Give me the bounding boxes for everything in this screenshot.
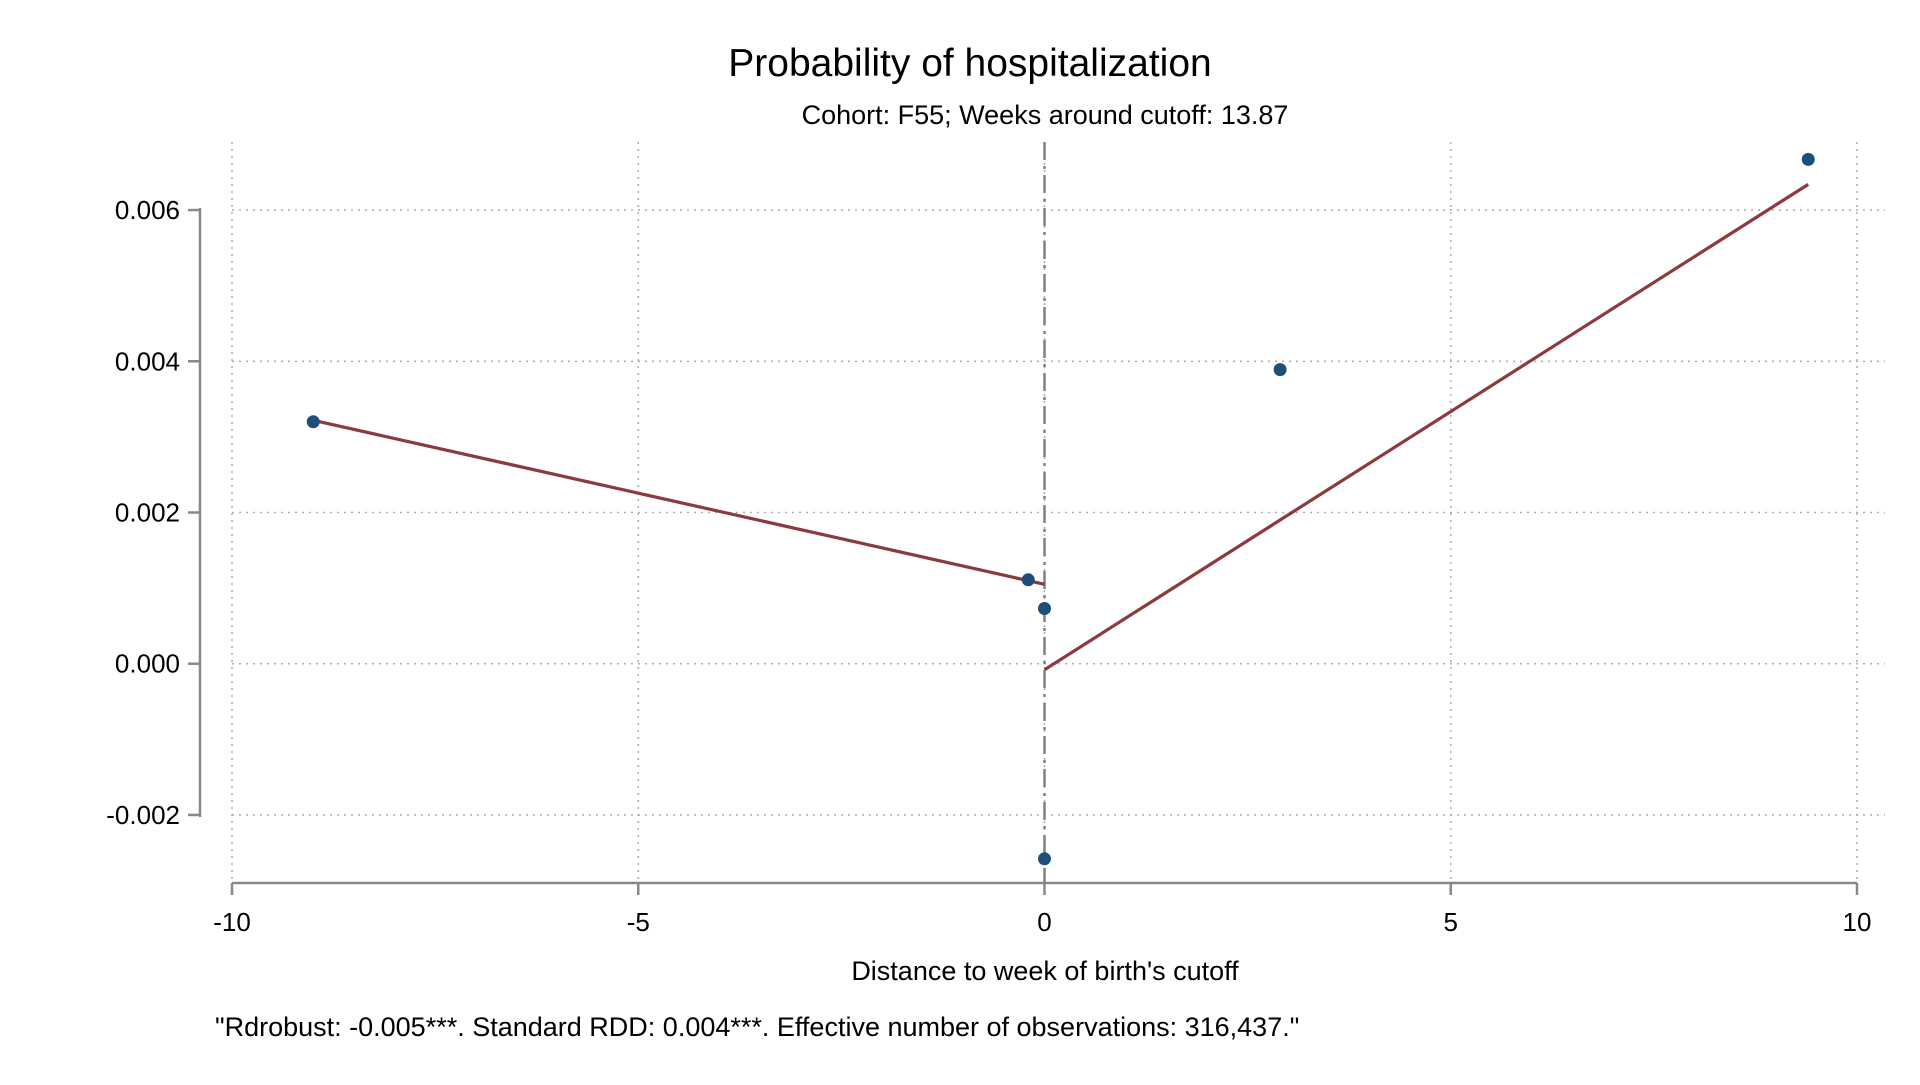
y-tick-label: 0.002 bbox=[115, 498, 180, 528]
y-tick-label: 0.000 bbox=[115, 649, 180, 679]
x-tick-label: 0 bbox=[1037, 907, 1051, 937]
x-tick-label: -5 bbox=[627, 907, 650, 937]
y-tick-label: 0.004 bbox=[115, 346, 180, 376]
fit-line bbox=[1043, 182, 1810, 672]
chart-title: Probability of hospitalization bbox=[728, 42, 1211, 85]
data-point bbox=[1273, 363, 1287, 377]
data-point bbox=[1021, 573, 1035, 587]
chart-subtitle: Cohort: F55; Weeks around cutoff: 13.87 bbox=[802, 100, 1289, 130]
x-tick-label: 10 bbox=[1843, 907, 1872, 937]
point-layer bbox=[306, 152, 1815, 866]
data-point bbox=[1801, 152, 1815, 166]
tick-layer: -0.002 0.000 0.002 0.004 0.006 -10 -5 0 5 10 bbox=[106, 195, 1871, 937]
chart-note: "Rdrobust: -0.005***. Standard RDD: 0.00… bbox=[215, 1012, 1299, 1042]
data-point bbox=[1038, 602, 1051, 616]
fit-line bbox=[312, 418, 1045, 586]
data-point bbox=[306, 415, 320, 429]
x-tick-label: -10 bbox=[213, 907, 251, 937]
x-tick-label: 5 bbox=[1444, 907, 1458, 937]
grid-layer bbox=[231, 142, 1885, 883]
data-point bbox=[1038, 852, 1051, 866]
y-tick-label: 0.006 bbox=[115, 195, 180, 225]
fit-layer bbox=[312, 182, 1810, 672]
y-tick-label: -0.002 bbox=[106, 800, 180, 830]
axis-layer bbox=[188, 208, 1859, 895]
x-axis-title: Distance to week of birth's cutoff bbox=[851, 956, 1239, 986]
